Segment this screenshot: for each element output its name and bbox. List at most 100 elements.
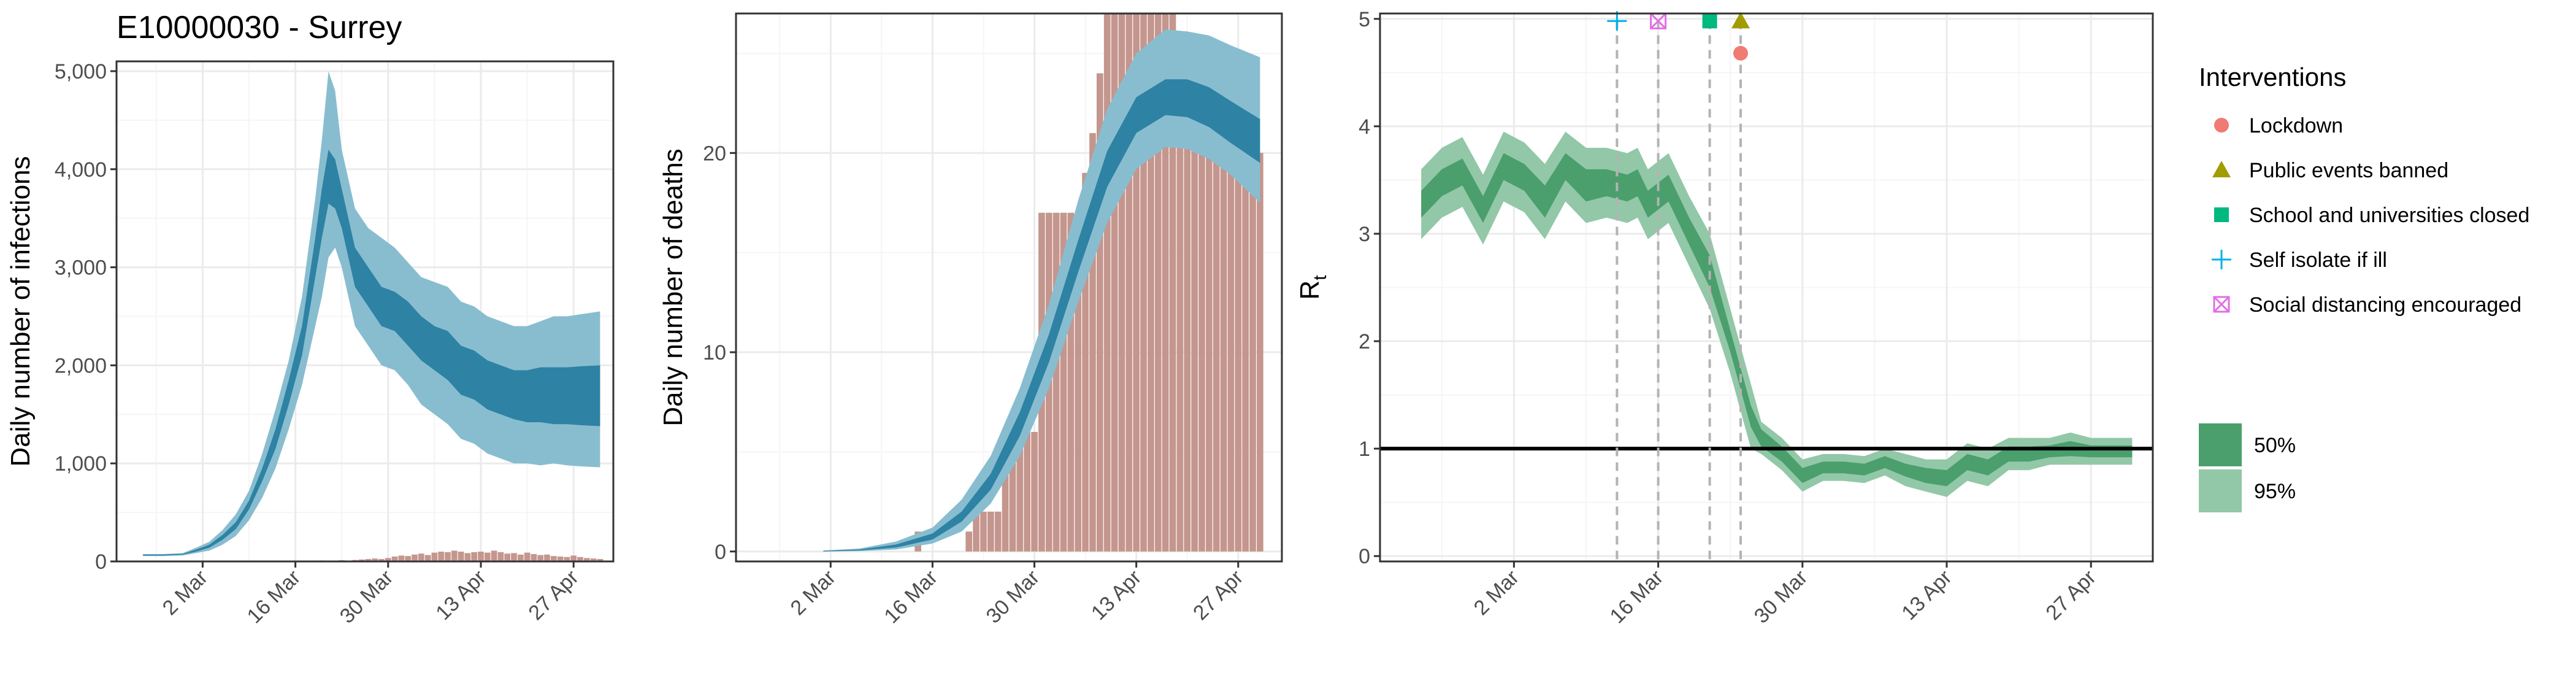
legend-label-social_distancing: Social distancing encouraged — [2249, 293, 2521, 317]
x-tick-label: 27 Apr — [2041, 566, 2100, 625]
bar — [451, 550, 458, 561]
x-tick-label: 13 Apr — [1897, 566, 1956, 625]
bar — [537, 555, 544, 561]
bar — [372, 558, 378, 561]
infections-bars — [279, 550, 604, 561]
bar — [1024, 431, 1031, 552]
triangle-marker — [1731, 12, 1750, 29]
rt-band-95 — [1421, 131, 2133, 497]
bar — [438, 552, 445, 561]
bar — [1227, 133, 1235, 552]
intervention-marker-self_isolate — [1607, 11, 1627, 31]
bar — [358, 559, 365, 561]
bar — [1052, 212, 1060, 552]
x-tick-label: 16 Mar — [243, 566, 305, 628]
bar — [1060, 212, 1067, 552]
bar — [570, 555, 577, 561]
rt-panel-border — [1379, 12, 2154, 563]
legend: Interventions Lockdown Public events banne… — [2199, 63, 2529, 512]
bar — [398, 555, 405, 561]
bar — [511, 553, 517, 561]
bar — [1082, 172, 1089, 552]
legend-label-lockdown: Lockdown — [2249, 114, 2343, 137]
bar — [445, 552, 451, 561]
bar — [994, 511, 1002, 552]
legend-key-self_isolate — [2212, 250, 2231, 269]
box-marker — [2213, 296, 2230, 313]
bar — [491, 550, 497, 561]
square-marker — [1702, 13, 1717, 29]
y-tick-label: 5,000 — [55, 60, 107, 83]
bar — [424, 555, 431, 561]
bar — [965, 531, 973, 552]
x-tick-label: 30 Mar — [335, 566, 398, 628]
bar — [1125, 13, 1133, 552]
y-tick-label: 3,000 — [55, 256, 107, 280]
y-tick-label: 1,000 — [55, 452, 107, 476]
bar — [1176, 113, 1184, 552]
rt-band-50 — [1421, 153, 2133, 487]
bar — [1213, 133, 1220, 552]
y-tick-label: 10 — [703, 341, 726, 364]
bar — [365, 559, 372, 561]
bar — [557, 557, 564, 561]
bar — [583, 558, 590, 561]
bar — [597, 559, 604, 561]
bar — [1249, 153, 1256, 552]
x-tick-label: 16 Mar — [1606, 566, 1668, 628]
y-tick-label: 2 — [1359, 330, 1370, 353]
bar — [1096, 73, 1103, 552]
y-tick-label: 5 — [1359, 8, 1370, 31]
bar — [1205, 113, 1213, 552]
x-tick-label: 2 Mar — [158, 566, 212, 620]
y-tick-label: 4 — [1359, 115, 1370, 139]
bar — [418, 553, 424, 561]
y-tick-label: 0 — [715, 541, 726, 564]
bar — [1148, 13, 1154, 552]
bar — [478, 552, 484, 561]
rt-y-axis-label: Rt — [1295, 275, 1330, 300]
legend-label-public_events: Public events banned — [2249, 159, 2448, 182]
legend-label-school: School and universities closed — [2249, 204, 2529, 227]
bar — [1089, 133, 1096, 552]
y-tick-label: 0 — [1359, 545, 1370, 568]
deaths-band-95 — [823, 29, 1260, 552]
y-tick-label: 0 — [95, 550, 107, 574]
y-tick-label: 20 — [703, 142, 726, 165]
bar — [1067, 212, 1075, 552]
box-marker-x2 — [2213, 296, 2230, 313]
bar — [1242, 133, 1249, 552]
bar — [1154, 13, 1162, 552]
legend-key-public_events — [2212, 161, 2231, 177]
rt-panel: 0 1 2 3 4 5 2 Mar 16 Mar 30 Mar 13 Apr 27 Apr Rt — [1295, 8, 2154, 628]
bar — [378, 559, 385, 561]
bar — [524, 552, 531, 561]
circle-marker — [2214, 118, 2229, 133]
bar — [1016, 431, 1024, 552]
bar — [1169, 13, 1176, 552]
bar — [1140, 13, 1147, 552]
rt-grid — [1380, 13, 2153, 561]
deaths-panel: 0 10 20 2 Mar 16 Mar 30 Mar 13 Apr 27 Apr Daily … — [658, 12, 1283, 628]
x-tick-label: 27 Apr — [524, 566, 583, 625]
infections-band-95 — [143, 71, 600, 557]
legend-key-lockdown — [2214, 118, 2229, 133]
legend-label-self_isolate: Self isolate if ill — [2249, 249, 2387, 272]
x-tick-label: 30 Mar — [1750, 566, 1812, 628]
intervention-marker-public_events — [1731, 12, 1750, 29]
deaths-y-axis-label: Daily number of deaths — [658, 148, 688, 426]
box-marker-x2 — [1650, 13, 1666, 29]
bar — [1103, 13, 1111, 552]
bar — [973, 511, 979, 552]
deaths-band-50 — [823, 79, 1260, 552]
bar — [564, 557, 570, 561]
legend-title: Interventions — [2199, 63, 2346, 91]
bar — [987, 511, 994, 552]
bar — [1235, 153, 1242, 552]
y-tick-label: 1 — [1359, 437, 1370, 461]
bar — [550, 556, 557, 561]
bar — [590, 558, 597, 561]
legend-label-rt_95: 95% — [2254, 480, 2296, 503]
